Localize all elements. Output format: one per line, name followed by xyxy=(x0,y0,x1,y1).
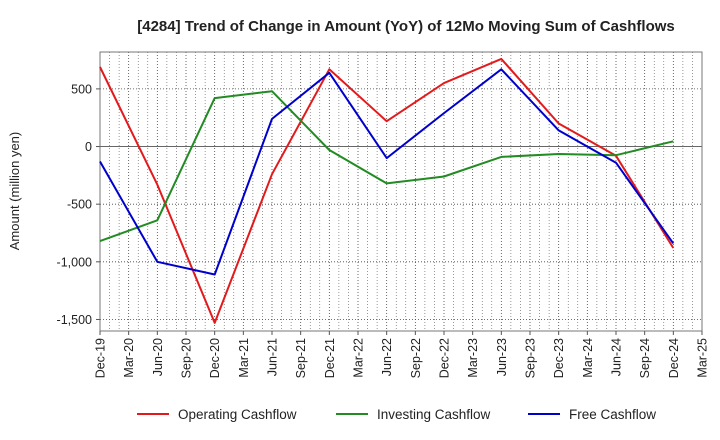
x-tick-label: Dec-20 xyxy=(208,338,222,378)
x-tick-label: Sep-21 xyxy=(294,338,308,378)
y-tick-label: -500 xyxy=(67,198,92,212)
y-tick-label: -1,500 xyxy=(57,313,92,327)
x-tick-label: Mar-25 xyxy=(696,338,710,378)
x-tick-label: Dec-24 xyxy=(667,338,681,378)
x-tick-label: Dec-22 xyxy=(438,338,452,378)
x-tick-label: Jun-20 xyxy=(151,338,165,376)
legend-label-investing-cashflow: Investing Cashflow xyxy=(377,407,491,422)
legend: Operating Cashflow Investing Cashflow Free… xyxy=(137,407,656,422)
legend-label-free-cashflow: Free Cashflow xyxy=(569,407,656,422)
x-tick-label: Mar-20 xyxy=(122,338,136,378)
y-tick-label: 500 xyxy=(71,82,92,96)
x-tick-label: Jun-22 xyxy=(380,338,394,376)
x-tick-label: Dec-21 xyxy=(323,338,337,378)
x-tick-label: Sep-22 xyxy=(409,338,423,378)
x-tick-label: Sep-20 xyxy=(180,338,194,378)
series-line-free-cashflow xyxy=(99,68,675,276)
x-tick-label: Mar-24 xyxy=(581,338,595,378)
grid-lines xyxy=(99,52,703,331)
series-lines xyxy=(99,57,675,324)
x-tick-label: Jun-24 xyxy=(610,338,624,376)
x-tick-label: Jun-21 xyxy=(266,338,280,376)
y-tick-label: -1,000 xyxy=(57,255,92,269)
x-tick-label: Jun-23 xyxy=(495,338,509,376)
series-line-investing-cashflow xyxy=(99,90,674,243)
y-axis-label: Amount (million yen) xyxy=(7,132,22,251)
x-tick-label: Mar-23 xyxy=(466,338,480,378)
legend-label-operating-cashflow: Operating Cashflow xyxy=(178,407,297,422)
x-tick-label: Dec-19 xyxy=(94,338,108,378)
x-tick-label: Mar-21 xyxy=(237,338,251,378)
axes xyxy=(96,51,703,335)
x-tick-label: Dec-23 xyxy=(552,338,566,378)
plot-frame xyxy=(99,51,703,332)
chart-title: [4284] Trend of Change in Amount (YoY) o… xyxy=(137,18,675,35)
x-tick-label: Sep-24 xyxy=(638,338,652,378)
series-line-operating-cashflow xyxy=(99,57,675,324)
x-tick-label: Mar-22 xyxy=(352,338,366,378)
x-tick-label: Sep-23 xyxy=(524,338,538,378)
y-tick-label: 0 xyxy=(85,140,92,154)
